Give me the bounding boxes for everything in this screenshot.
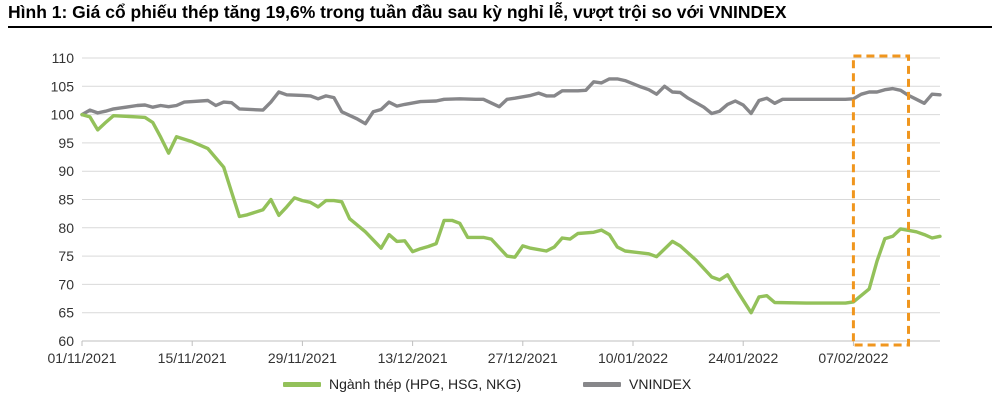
series-line-0 [80,112,942,315]
y-axis: 60 65 70 75 80 85 90 95 100 105 110 [51,50,75,349]
y-tick-label-60: 60 [58,333,74,349]
x-tick-label-5: 10/01/2022 [598,350,668,366]
highlight-box [851,54,911,347]
highlight-box-group [851,54,911,347]
x-tick-label-2: 29/11/2021 [268,350,337,366]
y-tick-label-110: 110 [52,50,75,66]
y-tick-label-105: 105 [51,78,75,94]
series-lines [80,77,942,315]
y-tick-label-85: 85 [58,192,74,208]
legend-item-steel: Ngành thép (HPG, HSG, NKG) [283,376,521,392]
title-underline [8,26,992,28]
series-line-1 [80,77,942,126]
legend-label-steel: Ngành thép (HPG, HSG, NKG) [329,376,522,392]
x-tick-label-6: 24/01/2022 [708,350,778,366]
y-tick-label-90: 90 [58,163,74,179]
y-tick-label-75: 75 [58,248,74,264]
figure-title: Hình 1: Giá cổ phiếu thép tăng 19,6% tro… [8,2,787,22]
x-tick-label-4: 27/12/2021 [488,350,558,366]
y-tick-label-65: 65 [58,305,74,321]
legend-swatch-steel [283,381,321,387]
x-tick-label-0: 01/11/2021 [47,350,116,366]
y-tick-label-100: 100 [51,107,75,123]
x-tick-label-7: 07/02/2022 [818,350,888,366]
y-tick-label-95: 95 [58,135,74,151]
legend-label-vnindex: VNINDEX [629,376,692,392]
legend-swatch-vnindex [583,381,621,387]
x-tick-label-3: 13/12/2021 [378,350,448,366]
x-tick-label-1: 15/11/2021 [158,350,227,366]
legend-item-vnindex: VNINDEX [583,376,691,392]
y-tick-label-70: 70 [58,276,74,292]
x-axis: 01/11/2021 15/11/2021 29/11/2021 13/12/2021… [47,340,940,366]
y-tick-label-80: 80 [58,220,74,236]
